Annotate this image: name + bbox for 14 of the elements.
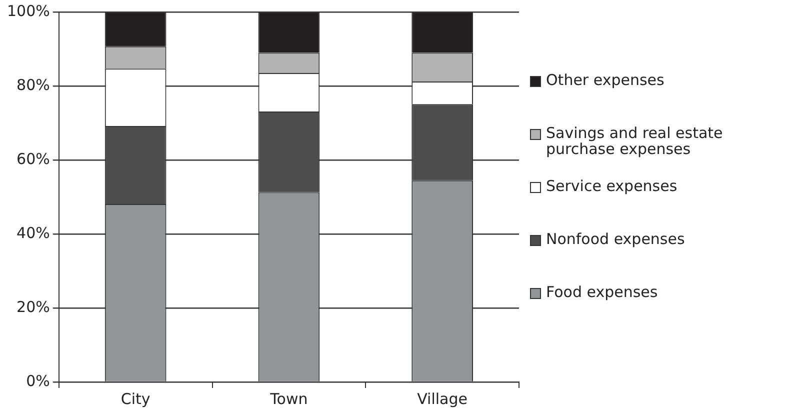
legend-label: Savings and real estate purchase expenses	[546, 124, 724, 158]
text: Service expenses	[546, 177, 678, 195]
legend-label: Nonfood expenses	[546, 230, 686, 248]
x-tick-label: Town	[269, 390, 308, 408]
x-tick-label: Village	[417, 390, 468, 408]
y-tick-label: 60%	[16, 150, 50, 168]
y-tick-label: 20%	[16, 298, 50, 316]
y-tick-label: 40%	[16, 224, 50, 242]
y-tick-label: 80%	[16, 76, 50, 94]
legend-label: Food expenses	[546, 283, 659, 301]
y-tick-label: 100%	[6, 2, 50, 20]
y-tick-label: 0%	[26, 372, 50, 390]
legend-label: Other expenses	[546, 71, 666, 89]
x-tick-label: City	[120, 390, 150, 408]
